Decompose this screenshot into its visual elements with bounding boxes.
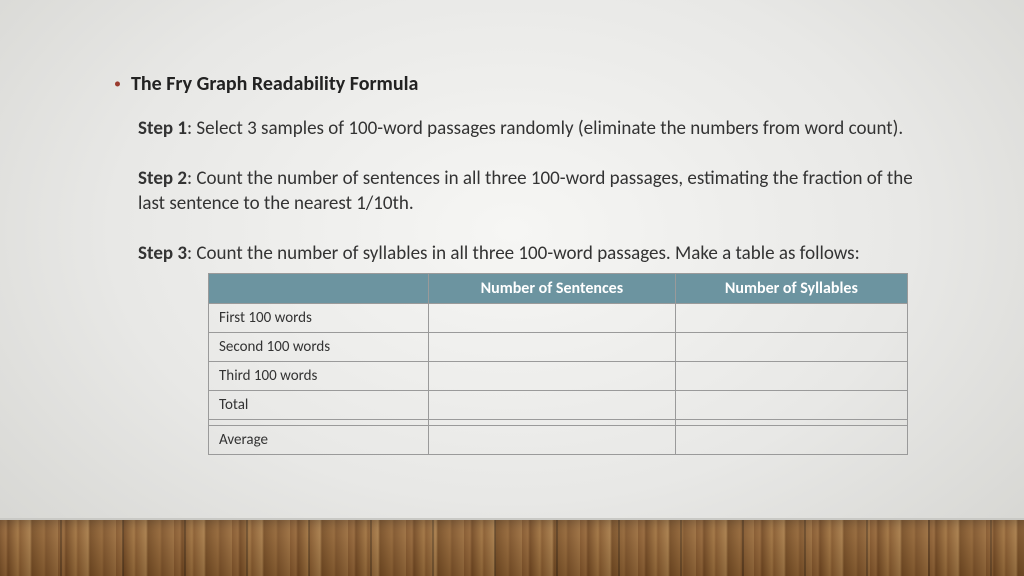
step-1: Step 1: Select 3 samples of 100-word pas… bbox=[138, 116, 916, 142]
col-syllables: Number of Syllables bbox=[675, 273, 907, 303]
cell bbox=[429, 303, 676, 332]
row-label: Total bbox=[209, 390, 429, 419]
step-3: Step 3: Count the number of syllables in… bbox=[138, 241, 916, 267]
slide: • The Fry Graph Readability Formula Step… bbox=[0, 0, 1024, 576]
table-row: First 100 words bbox=[209, 303, 908, 332]
content-area: • The Fry Graph Readability Formula Step… bbox=[108, 72, 916, 455]
table-header-row: Number of Sentences Number of Syllables bbox=[209, 273, 908, 303]
cell bbox=[675, 361, 907, 390]
cell bbox=[675, 332, 907, 361]
table-row: Third 100 words bbox=[209, 361, 908, 390]
title-row: • The Fry Graph Readability Formula bbox=[108, 72, 916, 96]
step-3-text: : Count the number of syllables in all t… bbox=[187, 242, 860, 265]
row-label: Average bbox=[209, 425, 429, 454]
cell bbox=[429, 332, 676, 361]
cell bbox=[429, 361, 676, 390]
col-blank bbox=[209, 273, 429, 303]
cell bbox=[429, 390, 676, 419]
step-2-text: : Count the number of sentences in all t… bbox=[138, 167, 913, 216]
step-1-label: Step 1 bbox=[138, 117, 187, 140]
cell bbox=[675, 390, 907, 419]
cell bbox=[675, 425, 907, 454]
step-1-text: : Select 3 samples of 100-word passages … bbox=[187, 117, 903, 140]
step-2-label: Step 2 bbox=[138, 167, 187, 190]
cell bbox=[429, 425, 676, 454]
table-row: Average bbox=[209, 425, 908, 454]
readability-table-wrap: Number of Sentences Number of Syllables … bbox=[208, 273, 908, 455]
table-row: Second 100 words bbox=[209, 332, 908, 361]
bullet-icon: • bbox=[114, 72, 121, 96]
step-3-label: Step 3 bbox=[138, 242, 187, 265]
slide-title: The Fry Graph Readability Formula bbox=[131, 72, 418, 96]
col-sentences: Number of Sentences bbox=[429, 273, 676, 303]
row-label: Third 100 words bbox=[209, 361, 429, 390]
readability-table: Number of Sentences Number of Syllables … bbox=[208, 273, 908, 455]
step-2: Step 2: Count the number of sentences in… bbox=[138, 166, 916, 217]
wood-floor-graphic bbox=[0, 518, 1024, 576]
cell bbox=[675, 303, 907, 332]
table-row: Total bbox=[209, 390, 908, 419]
row-label: Second 100 words bbox=[209, 332, 429, 361]
row-label: First 100 words bbox=[209, 303, 429, 332]
